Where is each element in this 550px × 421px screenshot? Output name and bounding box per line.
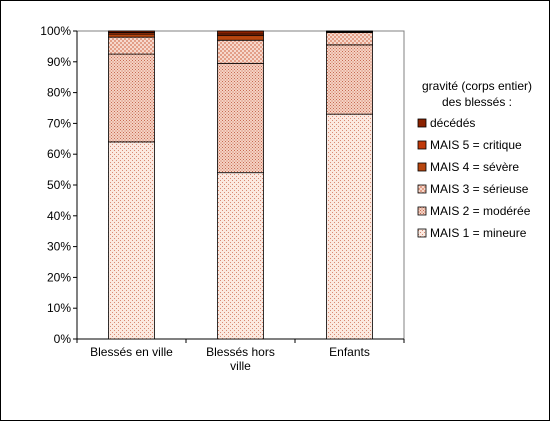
x-category-label: Blessés hors (206, 345, 275, 359)
legend-label: MAIS 5 = critique (430, 138, 522, 152)
legend-title: des blessés : (442, 95, 512, 109)
y-tick-label: 100% (40, 24, 71, 38)
bar-segment-1-3 (326, 113, 373, 340)
bar-segment-1-2 (217, 172, 264, 340)
y-tick-label: 60% (47, 147, 71, 161)
y-tick-label: 40% (47, 209, 71, 223)
legend-label: MAIS 3 = sérieuse (430, 182, 529, 196)
y-tick-label: 30% (47, 240, 71, 254)
bar-segment-6-1 (108, 30, 155, 33)
legend-swatch-4 (417, 162, 427, 172)
bar-segment-1-1 (108, 141, 155, 340)
plot-area: 0% 10% 20% 30% 40% 50% 60% 70% 80% 90% 100% Blessés… (40, 24, 405, 373)
bar-segment-6-2 (217, 30, 264, 35)
legend: gravité (corps entier) des blessés : décéd… (410, 66, 545, 281)
legend-label: MAIS 1 = mineure (430, 226, 527, 240)
bar-segment-3-1 (108, 36, 155, 55)
x-category-label: Enfants (329, 345, 370, 359)
x-category-label: Blessés en ville (90, 345, 173, 359)
y-tick-label: 50% (47, 178, 71, 192)
y-tick-label: 20% (47, 270, 71, 284)
legend-box (410, 66, 545, 281)
bar-segment-3-2 (217, 39, 264, 64)
bar-segment-3-3 (326, 32, 373, 46)
legend-swatch-2 (417, 206, 427, 216)
y-tick-label: 70% (47, 116, 71, 130)
legend-label: MAIS 4 = sévère (430, 160, 519, 174)
x-category-label: ville (230, 359, 251, 373)
bar-segment-4-1 (108, 33, 155, 38)
bar-segment-4-2 (217, 35, 264, 41)
bar-segment-2-1 (108, 53, 155, 143)
legend-swatch-3 (417, 184, 427, 194)
legend-label: MAIS 2 = modérée (430, 204, 531, 218)
y-tick-label: 10% (47, 301, 71, 315)
bar-segment-2-3 (326, 44, 373, 115)
legend-title: gravité (corps entier) (422, 79, 532, 93)
legend-swatch-5 (417, 140, 427, 150)
y-tick-label: 80% (47, 86, 71, 100)
y-tick-label: 90% (47, 55, 71, 69)
legend-label: décédés (430, 116, 475, 130)
bar-segment-2-2 (217, 62, 264, 174)
legend-swatch-6 (417, 118, 427, 128)
y-tick-label: 0% (54, 332, 72, 346)
legend-swatch-1 (417, 228, 427, 238)
bar-segment-6-3 (326, 30, 373, 33)
